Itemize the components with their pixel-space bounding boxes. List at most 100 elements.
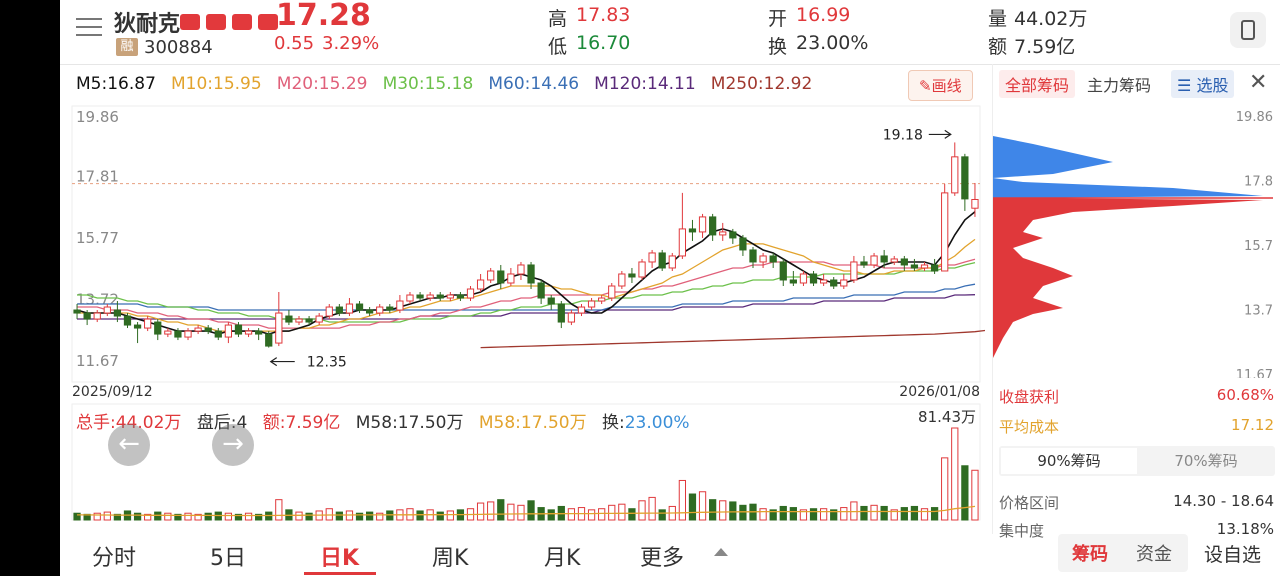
- list-icon: ☰: [1177, 76, 1197, 95]
- next-arrow-icon[interactable]: →: [212, 424, 254, 466]
- candle: [123, 313, 132, 329]
- chips-button[interactable]: 筹码: [1072, 544, 1108, 565]
- caret-up-icon[interactable]: [714, 548, 728, 556]
- funds-button[interactable]: 资金: [1136, 544, 1172, 565]
- ma20-label: M20:15.29: [276, 74, 368, 94]
- volume-bar: [890, 509, 898, 521]
- candle: [517, 261, 525, 280]
- header-divider: [60, 64, 1280, 65]
- candle: [497, 264, 505, 290]
- select-stock-button[interactable]: ☰ 选股: [1171, 70, 1235, 98]
- volume-bar: [507, 503, 515, 521]
- tag-icon-4[interactable]: [258, 14, 278, 30]
- volume-bar: [930, 507, 939, 521]
- candle: [860, 255, 868, 268]
- low-value: 16.70: [576, 32, 631, 54]
- draw-line-button[interactable]: ✎画线: [908, 70, 973, 101]
- candle: [557, 301, 565, 329]
- volume-bar: [779, 505, 787, 521]
- candle: [880, 249, 888, 268]
- prev-arrow-icon[interactable]: ←: [108, 424, 150, 466]
- high-label: 高: [548, 8, 568, 30]
- chip90-button[interactable]: 90%筹码: [1001, 448, 1137, 474]
- price-change-pct: 3.29%: [322, 33, 380, 54]
- ma60-label: M60:14.46: [488, 74, 580, 94]
- add-watchlist-button[interactable]: 设自选: [1204, 544, 1262, 566]
- volume-bar: [93, 512, 101, 521]
- candle: [941, 183, 949, 272]
- volume-bar: [244, 512, 253, 521]
- candle: [668, 252, 676, 271]
- vol-turnover: 23.00%: [624, 413, 690, 433]
- volume-bar: [809, 508, 818, 521]
- candle: [638, 258, 646, 280]
- low-arrow-head: [269, 357, 278, 367]
- ma-line-m30: [77, 261, 976, 323]
- candle: [789, 270, 797, 286]
- margin-badge: 融: [116, 38, 138, 56]
- chip-upper-area: [993, 136, 1263, 198]
- ma-line-m120: [77, 294, 976, 320]
- candle: [214, 328, 222, 341]
- volume-bar: [910, 505, 919, 521]
- chip-price-label: 19.86: [1236, 110, 1273, 125]
- candle: [678, 192, 687, 259]
- vol-m58b: M58:17.50万: [478, 413, 587, 433]
- candle: [487, 267, 495, 283]
- stock-name: 狄耐克: [114, 12, 181, 37]
- candle: [305, 316, 313, 326]
- tag-icon-2[interactable]: [206, 14, 226, 30]
- volume-bar: [920, 508, 929, 521]
- profit-value: 60.68%: [1216, 386, 1274, 404]
- kline-chart[interactable]: 19.86 17.81 15.77 13.72 11.67 19.18 12.35 2025/…: [60, 100, 985, 400]
- tab-intraday[interactable]: 分时: [92, 546, 137, 571]
- volume-bar: [416, 510, 424, 521]
- volume-bar: [769, 509, 777, 521]
- ma30-label: M30:15.18: [382, 74, 474, 94]
- volume-bar: [113, 513, 122, 521]
- x-end-label: 2026/01/08: [899, 384, 980, 400]
- candle: [315, 313, 323, 326]
- candle: [244, 328, 253, 338]
- tab-all-chips[interactable]: 全部筹码: [999, 70, 1076, 98]
- volume-bar: [436, 511, 444, 521]
- stock-tag-icons[interactable]: [180, 14, 278, 34]
- menu-icon[interactable]: [76, 16, 102, 38]
- volume-bar: [487, 501, 495, 521]
- candle: [840, 273, 848, 290]
- volume-bar: [638, 500, 646, 521]
- volume-bar: [789, 507, 797, 521]
- candle: [476, 273, 485, 293]
- volume-bar: [739, 504, 747, 521]
- low-label: 低: [548, 36, 568, 58]
- tag-icon-3[interactable]: [232, 14, 252, 30]
- tag-icon-1[interactable]: [180, 14, 200, 30]
- candle: [587, 298, 596, 311]
- tab-more[interactable]: 更多: [640, 546, 685, 571]
- volume-bar: [103, 511, 111, 521]
- y-tick-label: 15.77: [76, 229, 119, 247]
- candle: [416, 292, 424, 302]
- candle: [930, 258, 939, 274]
- candle: [608, 282, 616, 302]
- volume-chart[interactable]: 81.43万: [60, 402, 985, 522]
- candle: [900, 255, 908, 271]
- candle: [507, 267, 515, 286]
- tab-monthly-k[interactable]: 月K: [544, 546, 581, 571]
- screen-rotate-icon[interactable]: [1230, 12, 1266, 48]
- vol-turnover-label: 换:: [601, 413, 625, 433]
- tab-5day[interactable]: 5日: [210, 546, 246, 571]
- candle: [325, 304, 333, 320]
- volume-ma-line: [77, 505, 976, 517]
- tab-daily-k[interactable]: 日K: [320, 546, 360, 571]
- volume-bar: [799, 509, 808, 521]
- close-icon[interactable]: ✕: [1249, 70, 1268, 95]
- volume-bar: [719, 500, 727, 521]
- candle: [527, 261, 535, 290]
- chips-panel: 全部筹码 主力筹码 ☰ 选股 ✕ 19.86 17.8 15.7 13.7 11.67 …: [992, 64, 1280, 540]
- chip70-button[interactable]: 70%筹码: [1174, 452, 1238, 470]
- tab-main-chips[interactable]: 主力筹码: [1087, 76, 1152, 95]
- tab-weekly-k[interactable]: 周K: [432, 546, 469, 571]
- candle: [537, 279, 545, 305]
- candle: [749, 246, 757, 268]
